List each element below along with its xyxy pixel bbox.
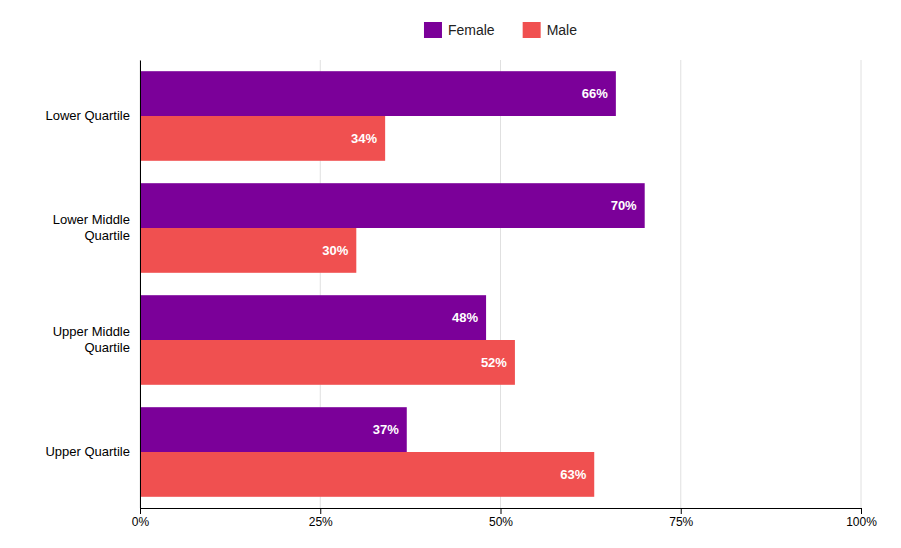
y-tick-label: Lower Quartile [45,108,130,123]
y-tick: Upper MiddleQuartile [53,324,140,355]
legend-label: Male [547,22,578,38]
bar [140,183,645,228]
x-tick: 75% [669,508,693,529]
x-tick: 0% [132,508,150,529]
data-label: 52% [481,355,507,370]
y-tick: Lower MiddleQuartile [53,212,140,243]
grid-line [680,60,681,508]
x-tick-label: 25% [309,515,333,529]
bars [140,71,645,497]
legend-swatch [523,22,541,38]
bar [140,116,385,161]
bar [140,295,486,340]
x-tick: 100% [846,508,877,529]
x-axis: 0% 25% 50% 75% 100% [132,508,877,529]
x-tick-label: 50% [489,515,513,529]
x-tick-mark [140,508,141,514]
legend: Female Male [424,22,577,38]
x-tick-mark [861,508,862,514]
data-label: 30% [322,243,348,258]
x-tick-mark [681,508,682,514]
data-label: 48% [452,310,478,325]
x-tick: 25% [309,508,333,529]
bar [140,407,407,452]
y-axis: Lower Quartile Lower MiddleQuartile Upper … [45,61,140,509]
bar [140,452,594,497]
y-tick: Lower Quartile [45,108,140,123]
legend-label: Female [448,22,495,38]
x-tick-label: 100% [846,515,877,529]
data-label: 63% [560,467,586,482]
data-label: 37% [373,422,399,437]
bar [140,71,616,116]
grid-line [861,60,862,508]
legend-item: Male [523,22,578,38]
legend-swatch [424,22,442,38]
bar [140,340,515,385]
bar [140,228,356,273]
y-tick-label: Upper MiddleQuartile [53,324,130,355]
data-label: 70% [611,198,637,213]
x-tick-mark [320,508,321,514]
y-axis-line [140,61,141,509]
chart: 66% 70% 48% 37% 34% 30% 52% 63% 0% 25% 50% 75% 100% L… [0,0,901,548]
data-label: 34% [351,131,377,146]
grid [140,60,861,508]
x-tick-label: 0% [132,515,150,529]
x-tick: 50% [489,508,513,529]
plot: 66% 70% 48% 37% 34% 30% 52% 63% 0% 25% 50% 75% 100% L… [45,60,877,529]
legend-item: Female [424,22,495,38]
data-labels: 66% 70% 48% 37% 34% 30% 52% 63% [322,86,637,482]
data-label: 66% [582,86,608,101]
y-tick-label: Lower MiddleQuartile [53,212,130,243]
x-tick-mark [501,508,502,514]
y-tick: Upper Quartile [45,444,140,459]
grid-line [500,60,501,508]
grid-line [140,60,141,508]
x-tick-label: 75% [669,515,693,529]
y-tick-label: Upper Quartile [45,444,130,459]
